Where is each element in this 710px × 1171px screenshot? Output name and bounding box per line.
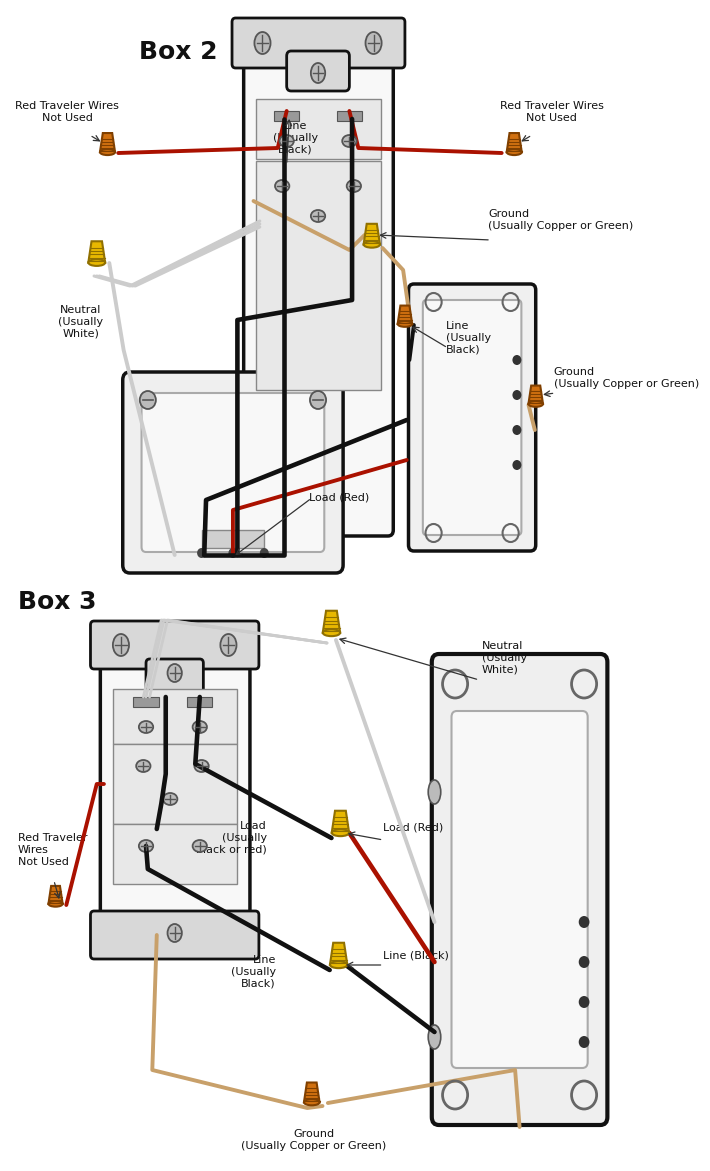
Circle shape (513, 425, 521, 434)
Bar (202, 530, 264, 548)
Ellipse shape (88, 259, 105, 266)
Circle shape (310, 391, 326, 409)
Text: Ground
(Usually Copper or Green): Ground (Usually Copper or Green) (554, 368, 699, 389)
Polygon shape (88, 241, 105, 262)
FancyBboxPatch shape (146, 659, 203, 693)
Text: Box 2: Box 2 (139, 40, 217, 64)
Polygon shape (48, 886, 62, 904)
Bar (113, 824, 237, 884)
Ellipse shape (528, 400, 543, 406)
Ellipse shape (192, 721, 207, 733)
Ellipse shape (304, 1100, 320, 1105)
Circle shape (140, 391, 156, 409)
Ellipse shape (195, 760, 209, 772)
Ellipse shape (342, 135, 356, 148)
Text: Line (Black): Line (Black) (383, 950, 449, 960)
Ellipse shape (332, 829, 349, 836)
Ellipse shape (275, 180, 290, 192)
Bar (256, 100, 381, 159)
Circle shape (197, 548, 206, 559)
Ellipse shape (346, 180, 361, 192)
Text: Line
(Usually
Black): Line (Usually Black) (446, 321, 491, 355)
Bar (337, 111, 362, 121)
Ellipse shape (428, 780, 441, 804)
Circle shape (579, 916, 589, 927)
Ellipse shape (220, 634, 236, 656)
FancyBboxPatch shape (244, 23, 393, 536)
Text: Neutral
(Usually
White): Neutral (Usually White) (58, 306, 103, 338)
FancyBboxPatch shape (123, 372, 343, 573)
Circle shape (579, 1036, 589, 1048)
Polygon shape (323, 611, 340, 632)
Ellipse shape (48, 900, 62, 906)
Ellipse shape (280, 135, 294, 148)
Text: Line
(Usually
Black): Line (Usually Black) (231, 956, 276, 988)
Ellipse shape (428, 1025, 441, 1049)
Text: Red Traveler Wires
Not Used: Red Traveler Wires Not Used (15, 101, 119, 123)
Ellipse shape (507, 149, 522, 155)
FancyBboxPatch shape (100, 629, 250, 951)
Polygon shape (332, 810, 349, 833)
FancyBboxPatch shape (408, 285, 536, 552)
Text: Red Traveler Wires
Not Used: Red Traveler Wires Not Used (500, 101, 604, 123)
Text: Box 3: Box 3 (18, 590, 97, 614)
Text: Red Traveler
Wires
Not Used: Red Traveler Wires Not Used (18, 834, 87, 867)
Circle shape (579, 956, 589, 968)
Ellipse shape (100, 149, 115, 155)
Ellipse shape (168, 664, 182, 682)
FancyBboxPatch shape (90, 621, 259, 669)
Circle shape (513, 355, 521, 365)
Ellipse shape (139, 840, 153, 852)
Text: Line
(Usually
Black): Line (Usually Black) (273, 122, 318, 155)
Bar (113, 689, 237, 744)
Polygon shape (304, 1082, 320, 1102)
Bar (133, 697, 158, 707)
Circle shape (579, 997, 589, 1008)
Text: Load
(Usually
black or red): Load (Usually black or red) (196, 821, 267, 855)
FancyBboxPatch shape (90, 911, 259, 959)
Polygon shape (528, 385, 543, 404)
Ellipse shape (311, 210, 325, 222)
Text: Load (Red): Load (Red) (383, 823, 444, 833)
Polygon shape (507, 133, 522, 152)
Ellipse shape (311, 63, 325, 83)
FancyBboxPatch shape (423, 300, 521, 535)
Ellipse shape (398, 321, 413, 327)
Bar (187, 697, 212, 707)
Ellipse shape (254, 32, 271, 54)
Polygon shape (100, 133, 115, 152)
Ellipse shape (168, 924, 182, 941)
Polygon shape (398, 306, 413, 324)
Ellipse shape (136, 760, 151, 772)
Circle shape (513, 390, 521, 400)
Text: Neutral
(Usually
White): Neutral (Usually White) (482, 642, 527, 674)
Circle shape (260, 548, 269, 559)
Text: Load (Red): Load (Red) (309, 493, 369, 504)
Ellipse shape (364, 241, 380, 247)
Text: Ground
(Usually Copper or Green): Ground (Usually Copper or Green) (241, 1129, 386, 1151)
FancyBboxPatch shape (141, 393, 324, 552)
FancyBboxPatch shape (232, 18, 405, 68)
Ellipse shape (113, 634, 129, 656)
FancyBboxPatch shape (432, 653, 607, 1125)
Ellipse shape (192, 840, 207, 852)
Ellipse shape (163, 793, 178, 804)
Circle shape (229, 548, 237, 559)
Bar (274, 111, 299, 121)
Circle shape (513, 460, 521, 470)
FancyBboxPatch shape (452, 711, 588, 1068)
Ellipse shape (139, 721, 153, 733)
Ellipse shape (366, 32, 382, 54)
FancyBboxPatch shape (287, 52, 349, 91)
Ellipse shape (330, 961, 347, 968)
Polygon shape (364, 224, 380, 245)
Bar (113, 744, 237, 824)
Bar (256, 160, 381, 390)
Polygon shape (330, 943, 347, 965)
Ellipse shape (323, 629, 340, 636)
Text: Ground
(Usually Copper or Green): Ground (Usually Copper or Green) (488, 210, 633, 231)
